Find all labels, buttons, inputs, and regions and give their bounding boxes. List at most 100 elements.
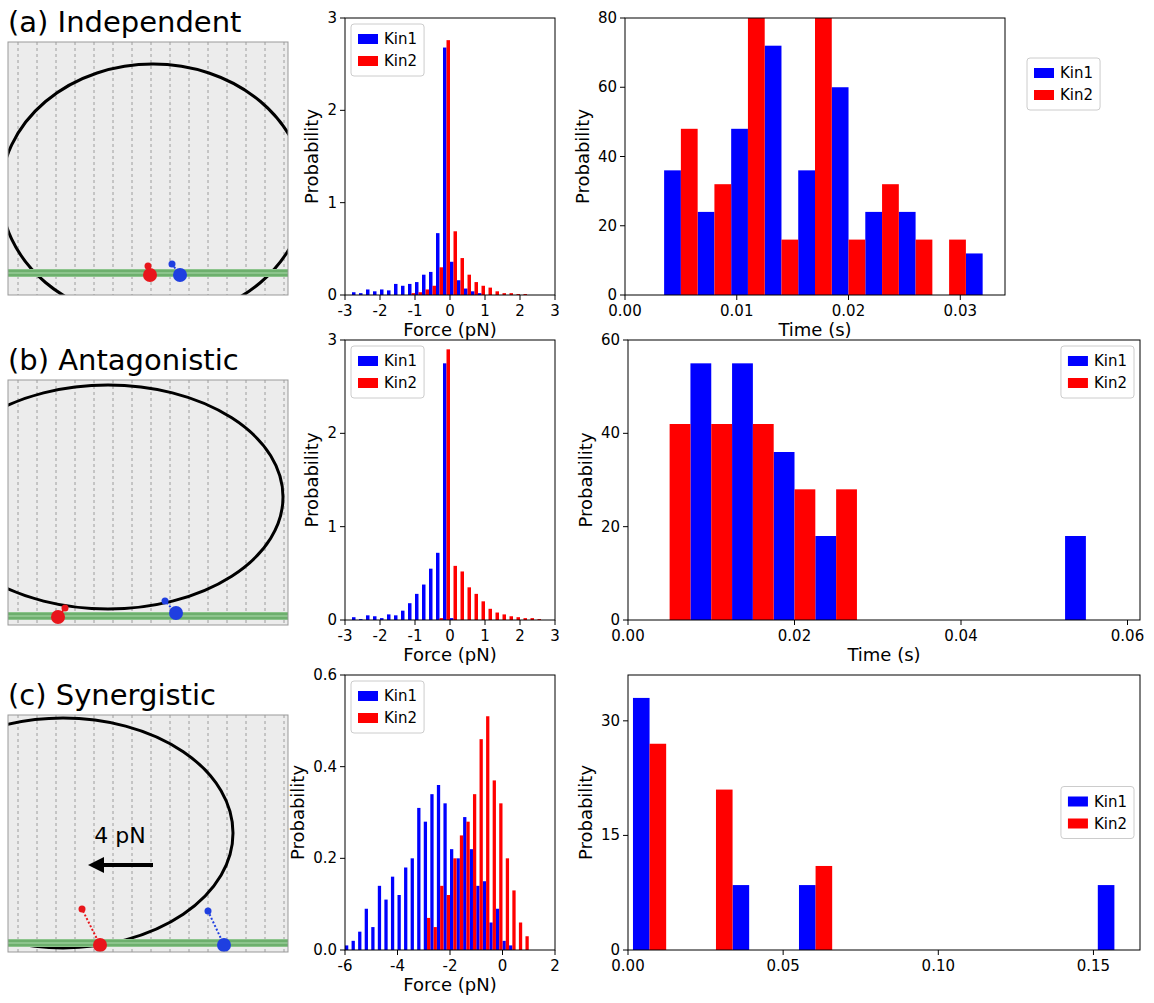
bar [698, 212, 715, 295]
grid-line [37, 715, 38, 952]
bar [373, 291, 377, 295]
chart: -3-2-101230123Force (pN)ProbabilityKin1K… [301, 331, 559, 665]
panel-title: (a) Independent [8, 5, 241, 39]
grid-line [18, 42, 19, 295]
bar [391, 877, 394, 950]
motor-head [162, 598, 169, 605]
y-tick-label: 2 [327, 101, 337, 119]
bar [447, 40, 451, 295]
bar [633, 698, 650, 950]
grid-line [132, 380, 133, 625]
x-tick-label: 0.00 [608, 302, 641, 320]
y-tick-label: 2 [327, 424, 337, 442]
bar [457, 280, 461, 295]
x-tick-label: -4 [390, 957, 405, 975]
grid-line [18, 715, 19, 952]
x-tick [415, 620, 416, 625]
x-tick [502, 950, 503, 955]
bar [503, 941, 506, 950]
x-tick [380, 620, 381, 625]
bar [457, 858, 460, 950]
bar [426, 289, 430, 295]
bar [799, 885, 816, 950]
grid-line [151, 715, 152, 952]
x-tick-label: 0.00 [611, 957, 644, 975]
y-tick [340, 526, 345, 527]
legend-patch [1034, 68, 1054, 78]
x-tick [380, 295, 381, 300]
x-tick-label: 0.15 [1077, 957, 1110, 975]
y-tick [623, 950, 628, 951]
grid-line [265, 715, 266, 952]
grid-line [56, 715, 57, 952]
motor [173, 268, 187, 282]
cargo [8, 718, 233, 948]
y-tick-label: 0 [607, 286, 617, 304]
legend: Kin1Kin2 [351, 681, 424, 733]
x-tick [628, 620, 629, 625]
legend-box [1061, 346, 1134, 398]
x-tick-label: 1 [480, 302, 490, 320]
grid-line [113, 380, 114, 625]
schematic [8, 380, 288, 625]
bar [781, 240, 798, 295]
bar [499, 803, 502, 950]
y-tick-label: 0 [610, 611, 620, 629]
x-tick-label: 0.03 [944, 302, 977, 320]
x-axis-title: Time (s) [777, 319, 851, 340]
y-axis-title: Probability [575, 432, 596, 527]
bar [471, 291, 475, 295]
bar [774, 452, 795, 620]
legend-label: Kin1 [1094, 352, 1127, 370]
grid-line [170, 715, 171, 952]
bar [366, 615, 370, 620]
motor-head [205, 908, 212, 915]
bar [748, 18, 765, 295]
grid-line [56, 42, 57, 295]
bar [408, 284, 412, 295]
y-tick [620, 295, 625, 296]
y-tick [340, 295, 345, 296]
bar [1065, 536, 1086, 620]
x-tick-label: 0 [445, 302, 455, 320]
bar [496, 613, 500, 620]
motor-head [169, 261, 176, 268]
bar [430, 794, 433, 950]
motor [51, 610, 65, 624]
bar [447, 895, 450, 950]
x-tick [450, 950, 451, 955]
bar [384, 900, 387, 950]
bar [690, 363, 711, 620]
motor [217, 938, 231, 952]
bar [753, 424, 774, 620]
y-tick [340, 340, 345, 341]
bar [450, 262, 454, 295]
x-tick [345, 950, 346, 955]
x-tick [938, 950, 939, 955]
bar [461, 258, 465, 295]
x-tick [520, 620, 521, 625]
bar [509, 945, 512, 950]
x-tick-label: 0.01 [720, 302, 753, 320]
x-tick [961, 620, 962, 625]
y-axis-title: Probability [572, 109, 593, 204]
bar [387, 614, 391, 620]
x-tick [848, 295, 849, 300]
bars [664, 18, 983, 295]
schematic-frame [8, 42, 288, 295]
bar [650, 744, 667, 950]
microtubule-line [8, 941, 288, 942]
y-tick-label: 20 [598, 217, 617, 235]
bar [434, 927, 437, 950]
y-tick-label: 0.6 [313, 666, 337, 684]
x-tick [345, 620, 346, 625]
bar [387, 290, 391, 295]
legend-patch [1034, 90, 1054, 100]
bar [422, 275, 426, 295]
bar [476, 886, 479, 950]
y-tick-label: 0.2 [313, 849, 337, 867]
legend-label: Kin1 [1060, 64, 1093, 82]
schematic-frame [8, 380, 288, 625]
x-tick [625, 295, 626, 300]
microtubule-line [8, 945, 288, 946]
